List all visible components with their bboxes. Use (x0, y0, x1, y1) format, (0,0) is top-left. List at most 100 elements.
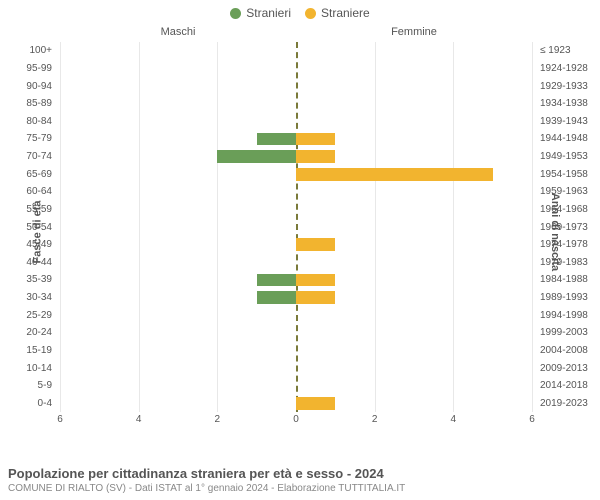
birth-label: 2009-2013 (536, 359, 600, 377)
bar-row (60, 236, 532, 254)
bar-row (60, 130, 532, 148)
bar-row (60, 60, 532, 78)
age-label: 45-49 (0, 236, 56, 254)
bar-row (60, 148, 532, 166)
bar-row (60, 254, 532, 272)
birth-label: ≤ 1923 (536, 42, 600, 60)
bar-row (60, 183, 532, 201)
bar-female (296, 397, 335, 410)
birth-label: 1924-1928 (536, 60, 600, 78)
bar-female (296, 274, 335, 287)
bar-rows (60, 42, 532, 412)
bar-row (60, 377, 532, 395)
y-right-labels: ≤ 19231924-19281929-19331934-19381939-19… (536, 42, 600, 412)
legend-label-female: Straniere (321, 6, 370, 20)
chart-column-titles: Maschi Femmine (60, 26, 532, 38)
age-label: 35-39 (0, 271, 56, 289)
bar-row (60, 324, 532, 342)
age-label: 0-4 (0, 395, 56, 413)
birth-label: 2004-2008 (536, 342, 600, 360)
bar-row (60, 113, 532, 131)
bar-male (217, 150, 296, 163)
age-label: 20-24 (0, 324, 56, 342)
age-label: 55-59 (0, 201, 56, 219)
birth-label: 1974-1978 (536, 236, 600, 254)
age-label: 95-99 (0, 60, 56, 78)
birth-label: 1929-1933 (536, 77, 600, 95)
chart-subtitle: COMUNE DI RIALTO (SV) - Dati ISTAT al 1°… (8, 483, 592, 494)
birth-label: 1994-1998 (536, 306, 600, 324)
bar-row (60, 395, 532, 413)
birth-label: 1949-1953 (536, 148, 600, 166)
birth-label: 1944-1948 (536, 130, 600, 148)
pyramid-chart: Maschi Femmine Fasce di età Anni di nasc… (0, 22, 600, 442)
birth-label: 2014-2018 (536, 377, 600, 395)
x-tick-label: 6 (57, 414, 63, 425)
birth-label: 2019-2023 (536, 395, 600, 413)
age-label: 10-14 (0, 359, 56, 377)
birth-label: 1964-1968 (536, 201, 600, 219)
column-title-female: Femmine (296, 26, 532, 38)
bar-male (257, 133, 296, 146)
age-label: 25-29 (0, 306, 56, 324)
bar-male (257, 291, 296, 304)
male-swatch (230, 8, 241, 19)
chart-title: Popolazione per cittadinanza straniera p… (8, 466, 592, 481)
bar-row (60, 201, 532, 219)
y-left-labels: 100+95-9990-9485-8980-8475-7970-7465-696… (0, 42, 56, 412)
age-label: 65-69 (0, 165, 56, 183)
age-label: 15-19 (0, 342, 56, 360)
bar-female (296, 168, 493, 181)
plot-area (60, 42, 532, 412)
bar-row (60, 218, 532, 236)
x-tick-label: 6 (529, 414, 535, 425)
bar-row (60, 95, 532, 113)
column-title-male: Maschi (60, 26, 296, 38)
birth-label: 1969-1973 (536, 218, 600, 236)
legend-item-male: Stranieri (230, 6, 291, 20)
bar-female (296, 238, 335, 251)
birth-label: 1979-1983 (536, 254, 600, 272)
age-label: 70-74 (0, 148, 56, 166)
bar-row (60, 77, 532, 95)
legend: Stranieri Straniere (0, 0, 600, 22)
birth-label: 1984-1988 (536, 271, 600, 289)
bar-row (60, 42, 532, 60)
age-label: 100+ (0, 42, 56, 60)
bar-female (296, 291, 335, 304)
bar-row (60, 165, 532, 183)
legend-item-female: Straniere (305, 6, 370, 20)
age-label: 60-64 (0, 183, 56, 201)
x-axis-ticks: 6420246 (60, 414, 532, 428)
birth-label: 1939-1943 (536, 113, 600, 131)
bar-male (257, 274, 296, 287)
bar-female (296, 133, 335, 146)
birth-label: 1999-2003 (536, 324, 600, 342)
bar-female (296, 150, 335, 163)
age-label: 30-34 (0, 289, 56, 307)
x-tick-label: 2 (215, 414, 221, 425)
age-label: 40-44 (0, 254, 56, 272)
birth-label: 1959-1963 (536, 183, 600, 201)
age-label: 80-84 (0, 113, 56, 131)
chart-footer: Popolazione per cittadinanza straniera p… (8, 466, 592, 494)
age-label: 50-54 (0, 218, 56, 236)
bar-row (60, 342, 532, 360)
birth-label: 1954-1958 (536, 165, 600, 183)
age-label: 5-9 (0, 377, 56, 395)
birth-label: 1989-1993 (536, 289, 600, 307)
age-label: 90-94 (0, 77, 56, 95)
female-swatch (305, 8, 316, 19)
x-tick-label: 2 (372, 414, 378, 425)
x-tick-label: 4 (451, 414, 457, 425)
x-tick-label: 4 (136, 414, 142, 425)
age-label: 75-79 (0, 130, 56, 148)
gridline (532, 42, 533, 412)
bar-row (60, 306, 532, 324)
bar-row (60, 271, 532, 289)
birth-label: 1934-1938 (536, 95, 600, 113)
age-label: 85-89 (0, 95, 56, 113)
legend-label-male: Stranieri (246, 6, 291, 20)
bar-row (60, 289, 532, 307)
bar-row (60, 359, 532, 377)
